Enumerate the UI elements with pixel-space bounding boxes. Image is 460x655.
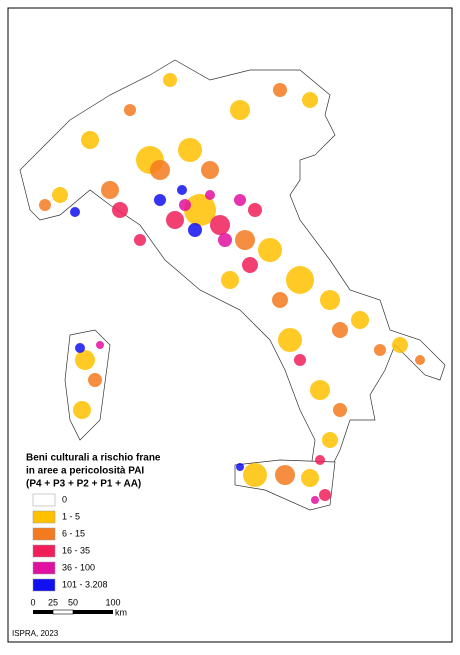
legend-swatch xyxy=(32,561,56,575)
municipality-patch xyxy=(70,207,80,217)
municipality-patch xyxy=(73,401,91,419)
legend-label: 6 - 15 xyxy=(62,528,85,538)
municipality-patch xyxy=(184,194,216,226)
municipality-patch xyxy=(258,238,282,262)
municipality-patch xyxy=(392,337,408,353)
legend-label: 101 - 3.208 xyxy=(62,579,108,589)
municipality-patch xyxy=(166,211,184,229)
municipality-patch xyxy=(333,403,347,417)
municipality-patch xyxy=(210,215,230,235)
municipality-patch xyxy=(52,187,68,203)
scale-label: 50 xyxy=(68,597,78,607)
municipality-patch xyxy=(320,290,340,310)
legend-label: 36 - 100 xyxy=(62,562,95,572)
scale-segment xyxy=(73,610,113,614)
municipality-patch xyxy=(96,341,104,349)
municipality-patch xyxy=(351,311,369,329)
municipality-patch xyxy=(272,292,288,308)
municipality-patch xyxy=(218,233,232,247)
municipality-patch xyxy=(39,199,51,211)
municipality-patch xyxy=(179,199,191,211)
municipality-patch xyxy=(154,194,166,206)
scale-label: 25 xyxy=(48,597,58,607)
scale-unit: km xyxy=(115,607,127,617)
scale-bar: 0 25 50 100 km xyxy=(30,597,127,617)
municipality-patch xyxy=(278,328,302,352)
legend-label: 1 - 5 xyxy=(62,511,80,521)
municipality-patch xyxy=(163,73,177,87)
municipality-patch xyxy=(315,455,325,465)
municipality-patch xyxy=(301,469,319,487)
municipality-patch xyxy=(205,190,215,200)
municipality-patch xyxy=(294,354,306,366)
legend-swatch xyxy=(32,527,56,541)
municipality-patch xyxy=(75,343,85,353)
municipality-patch xyxy=(322,432,338,448)
municipality-patch xyxy=(302,92,318,108)
mainland xyxy=(19,59,446,476)
municipality-patch xyxy=(235,230,255,250)
municipality-patch xyxy=(236,463,244,471)
municipality-patch xyxy=(248,203,262,217)
municipality-patch xyxy=(310,380,330,400)
municipality-patch xyxy=(150,160,170,180)
scale-label: 100 xyxy=(105,597,120,607)
municipality-patch xyxy=(332,322,348,338)
municipality-patch xyxy=(81,131,99,149)
municipality-patch xyxy=(178,138,202,162)
municipality-patch xyxy=(177,185,187,195)
municipality-patch xyxy=(275,465,295,485)
legend-swatch xyxy=(32,544,56,558)
municipality-patch xyxy=(124,104,136,116)
scale-segment xyxy=(52,609,74,615)
municipality-patch xyxy=(415,355,425,365)
municipality-patch xyxy=(112,202,128,218)
legend-title: Beni culturali a rischio frane xyxy=(26,453,161,464)
legend-title: in aree a pericolosità PAI xyxy=(26,466,144,477)
legend-swatch xyxy=(32,510,56,524)
municipality-patch xyxy=(75,350,95,370)
municipality-patch xyxy=(230,100,250,120)
scale-label: 0 xyxy=(30,597,35,607)
legend-swatch xyxy=(32,493,56,507)
municipality-patch xyxy=(88,373,102,387)
source: ISPRA, 2023 xyxy=(12,629,59,638)
municipality-patch xyxy=(319,489,331,501)
municipality-patch xyxy=(188,223,202,237)
municipalities xyxy=(39,73,425,504)
municipality-patch xyxy=(234,194,246,206)
municipality-patch xyxy=(286,266,314,294)
legend-title: (P4 + P3 + P2 + P1 + AA) xyxy=(26,479,141,490)
municipality-patch xyxy=(273,83,287,97)
legend-swatch xyxy=(32,578,56,592)
legend-label: 16 - 35 xyxy=(62,545,90,555)
municipality-patch xyxy=(374,344,386,356)
municipality-patch xyxy=(201,161,219,179)
municipality-patch xyxy=(243,463,267,487)
legend: 0 1 - 5 6 - 15 16 - 35 36 - 100 101 - 3.208 xyxy=(32,493,108,592)
municipality-patch xyxy=(221,271,239,289)
legend-label: 0 xyxy=(62,494,67,504)
municipality-patch xyxy=(242,257,258,273)
municipality-patch xyxy=(134,234,146,246)
municipality-patch xyxy=(101,181,119,199)
municipality-patch xyxy=(311,496,319,504)
scale-segment xyxy=(33,610,53,614)
